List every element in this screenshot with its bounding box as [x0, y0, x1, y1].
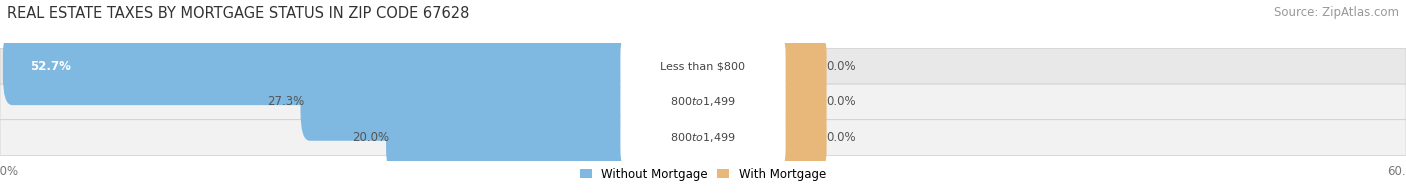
Legend: Without Mortgage, With Mortgage: Without Mortgage, With Mortgage	[581, 168, 825, 181]
Text: 0.0%: 0.0%	[827, 60, 856, 73]
FancyBboxPatch shape	[620, 27, 786, 105]
FancyBboxPatch shape	[0, 48, 1406, 84]
FancyBboxPatch shape	[766, 27, 827, 105]
Text: 27.3%: 27.3%	[267, 95, 304, 108]
FancyBboxPatch shape	[620, 63, 786, 141]
FancyBboxPatch shape	[0, 84, 1406, 120]
Text: 0.0%: 0.0%	[827, 95, 856, 108]
Text: REAL ESTATE TAXES BY MORTGAGE STATUS IN ZIP CODE 67628: REAL ESTATE TAXES BY MORTGAGE STATUS IN …	[7, 6, 470, 21]
Text: 52.7%: 52.7%	[30, 60, 70, 73]
FancyBboxPatch shape	[620, 99, 786, 176]
Text: $800 to $1,499: $800 to $1,499	[671, 131, 735, 144]
Text: $800 to $1,499: $800 to $1,499	[671, 95, 735, 108]
FancyBboxPatch shape	[0, 120, 1406, 155]
FancyBboxPatch shape	[766, 99, 827, 176]
FancyBboxPatch shape	[3, 27, 640, 105]
Text: 0.0%: 0.0%	[827, 131, 856, 144]
FancyBboxPatch shape	[301, 63, 640, 141]
Text: 20.0%: 20.0%	[353, 131, 389, 144]
Text: Less than $800: Less than $800	[661, 61, 745, 71]
FancyBboxPatch shape	[766, 63, 827, 141]
Text: Source: ZipAtlas.com: Source: ZipAtlas.com	[1274, 6, 1399, 19]
FancyBboxPatch shape	[387, 99, 640, 176]
